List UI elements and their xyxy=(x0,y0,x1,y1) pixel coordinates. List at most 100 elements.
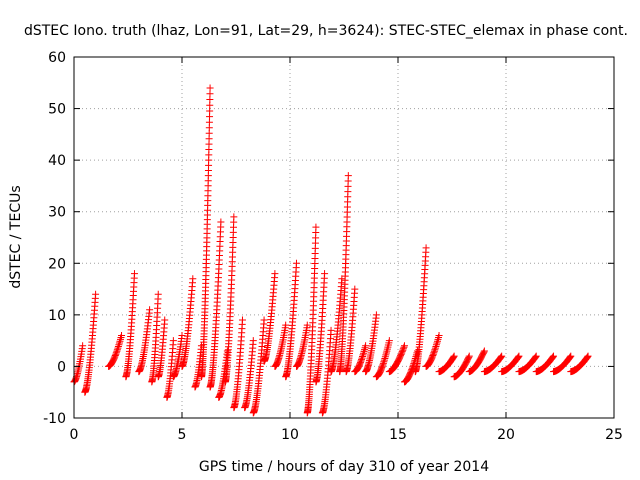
data-point xyxy=(161,316,169,324)
data-arc xyxy=(197,84,214,381)
data-point xyxy=(584,352,592,360)
data-arc xyxy=(435,352,458,376)
y-axis-label: dSTEC / TECUs xyxy=(8,185,24,288)
data-point xyxy=(113,346,121,354)
data-arc xyxy=(550,352,575,376)
data-arc xyxy=(249,316,268,417)
data-point xyxy=(515,352,523,360)
data-point xyxy=(498,352,506,360)
data-arc xyxy=(318,326,335,417)
data-point xyxy=(450,352,458,360)
data-point xyxy=(359,351,367,359)
data-point xyxy=(399,345,407,353)
data-point xyxy=(531,354,539,362)
data-point xyxy=(400,342,408,350)
data-arc xyxy=(221,213,238,386)
data-point xyxy=(321,270,329,278)
x-tick-label: 5 xyxy=(178,427,187,443)
data-arc xyxy=(312,270,329,386)
data-point xyxy=(260,316,268,324)
data-point xyxy=(399,346,407,354)
data-point xyxy=(398,348,406,356)
data-point xyxy=(360,347,368,355)
data-point xyxy=(372,311,380,319)
data-point xyxy=(566,354,574,362)
data-point xyxy=(118,331,126,339)
x-tick-label: 20 xyxy=(497,427,515,443)
data-point xyxy=(432,342,440,350)
data-point xyxy=(430,349,438,357)
data-point xyxy=(312,223,320,231)
y-tick-label: 10 xyxy=(48,308,66,324)
data-arc xyxy=(271,321,290,370)
data-arc xyxy=(206,218,225,391)
y-tick-label: 50 xyxy=(48,102,66,118)
data-point xyxy=(169,337,177,345)
data-point xyxy=(79,342,87,350)
data-point xyxy=(230,213,238,221)
data-point xyxy=(413,347,421,355)
data-point xyxy=(550,352,558,360)
data-point xyxy=(115,341,123,349)
x-axis-label: GPS time / hours of day 310 of year 2014 xyxy=(199,459,489,475)
data-point xyxy=(113,347,121,355)
data-arc xyxy=(292,321,311,370)
data-arc xyxy=(303,223,320,417)
data-point xyxy=(114,342,122,350)
data-point xyxy=(358,354,366,362)
data-point xyxy=(433,339,441,347)
data-point xyxy=(362,342,370,350)
data-arc xyxy=(362,311,380,376)
data-point xyxy=(238,316,246,324)
data-arc xyxy=(260,270,279,365)
data-point xyxy=(249,337,257,345)
data-point xyxy=(112,350,120,358)
data-arc xyxy=(342,285,359,376)
data-arc xyxy=(241,337,257,412)
data-point xyxy=(496,354,504,362)
data-point xyxy=(189,275,197,283)
data-point xyxy=(435,331,443,339)
data-point xyxy=(292,259,300,267)
data-arc xyxy=(178,275,197,370)
data-point xyxy=(583,353,591,361)
data-point xyxy=(223,347,231,355)
plot-frame xyxy=(73,56,615,419)
data-point xyxy=(154,290,162,298)
y-tick-label: 40 xyxy=(48,153,66,169)
data-arc xyxy=(465,347,488,376)
data-arc xyxy=(105,331,126,370)
y-tick-label: 30 xyxy=(48,205,66,221)
data-point xyxy=(465,352,473,360)
data-point xyxy=(532,353,540,361)
data-arc xyxy=(411,244,430,376)
data-arc xyxy=(450,352,473,381)
data-point xyxy=(115,339,123,347)
data-point xyxy=(422,244,430,252)
data-point xyxy=(549,353,557,361)
data-arc xyxy=(498,352,523,376)
data-point xyxy=(360,349,368,357)
x-tick-label: 25 xyxy=(605,427,623,443)
data-point xyxy=(217,218,225,226)
data-point xyxy=(480,348,488,356)
data-point xyxy=(431,346,439,354)
data-point xyxy=(532,352,540,360)
data-arc xyxy=(532,352,558,376)
y-tick-label: 0 xyxy=(57,359,66,375)
data-arc xyxy=(422,331,443,370)
data-arc xyxy=(230,316,246,412)
data-arc xyxy=(385,342,408,376)
data-arc xyxy=(351,342,370,376)
data-point xyxy=(566,353,574,361)
data-point xyxy=(359,353,367,361)
data-arc xyxy=(148,290,162,386)
data-arc xyxy=(135,306,154,376)
data-point xyxy=(548,354,556,362)
data-arc xyxy=(282,259,300,381)
data-points xyxy=(70,84,592,417)
chart-title: dSTEC Iono. truth (lhaz, Lon=91, Lat=29,… xyxy=(24,23,628,39)
data-point xyxy=(480,347,488,355)
